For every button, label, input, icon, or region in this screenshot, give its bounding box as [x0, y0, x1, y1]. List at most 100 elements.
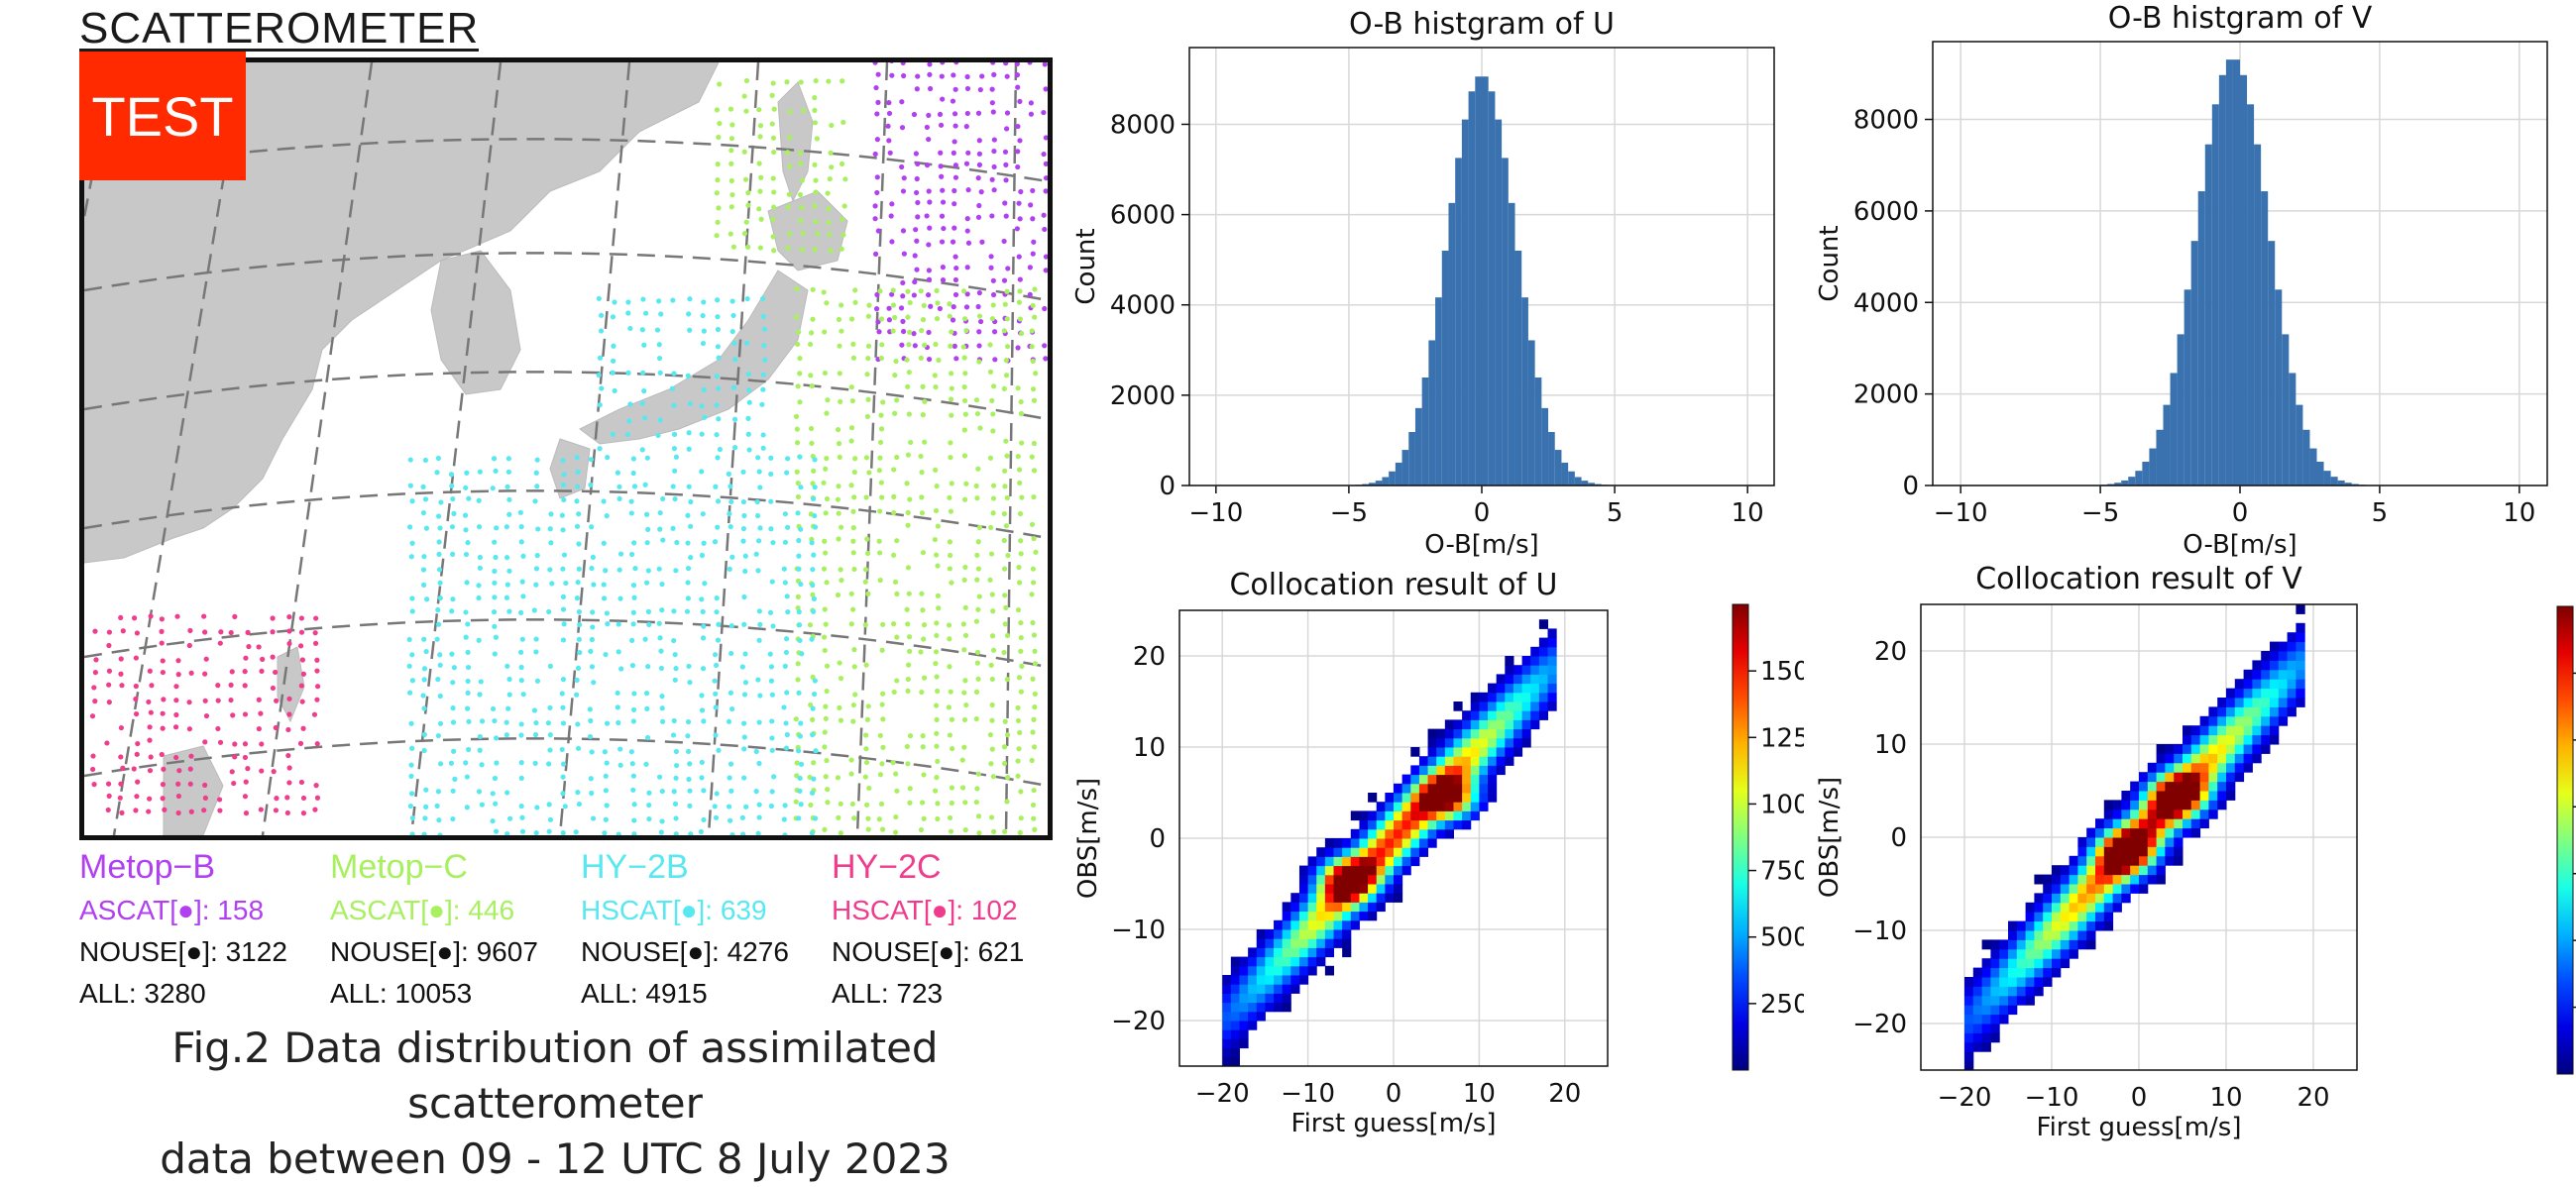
- density-cell: [1394, 829, 1402, 839]
- metop-c-point: [905, 523, 910, 528]
- hy-2b-point: [575, 595, 580, 600]
- density-cell: [1530, 693, 1539, 702]
- hy-2b-point: [701, 609, 706, 614]
- hy-2b-point: [796, 554, 801, 559]
- density-cell: [1497, 719, 1506, 729]
- hy-2b-point: [409, 652, 414, 657]
- hy-2b-point: [504, 790, 509, 795]
- metop-c-point: [893, 580, 898, 585]
- density-cell: [1239, 1021, 1248, 1030]
- hy-2b-point: [477, 498, 482, 503]
- hy-2c-point: [176, 794, 181, 799]
- density-cell: [2157, 753, 2166, 763]
- hy-2b-point: [494, 829, 499, 834]
- hy-2b-point: [438, 721, 443, 726]
- density-cell: [2252, 725, 2261, 735]
- density-cell: [2086, 865, 2095, 875]
- metop-c-point: [877, 539, 882, 544]
- density-cell: [2095, 884, 2104, 894]
- density-cell: [1265, 966, 1274, 976]
- density-cell: [1436, 793, 1445, 803]
- hy-2b-point: [757, 469, 762, 474]
- density-cell: [1453, 719, 1462, 729]
- density-cell: [2191, 772, 2200, 782]
- hy-2b-point: [756, 538, 761, 543]
- hy-2b-point: [640, 447, 645, 452]
- metop-c-point: [840, 217, 844, 222]
- metop-b-point: [939, 174, 944, 179]
- hy-2b-point: [796, 691, 801, 696]
- hy-2b-point: [714, 609, 719, 614]
- density-cell: [1539, 710, 1548, 720]
- metop-c-point: [891, 467, 896, 472]
- metop-c-point: [1002, 328, 1007, 333]
- density-cell: [1453, 738, 1462, 748]
- density-cell: [1351, 838, 1360, 848]
- hy-2b-point: [535, 526, 540, 531]
- metop-c-point: [963, 412, 968, 417]
- metop-c-point: [933, 789, 938, 794]
- density-cell: [2139, 846, 2148, 856]
- caption-line-1: Fig.2 Data distribution of assimilated s…: [20, 1021, 1090, 1132]
- hy-2b-point: [769, 718, 774, 723]
- hy-2b-point: [728, 499, 733, 504]
- hy-2c-point: [149, 683, 154, 688]
- density-cell: [1505, 665, 1513, 675]
- metop-c-point: [729, 204, 734, 209]
- density-cell: [2288, 651, 2296, 661]
- metop-b-point: [1002, 200, 1007, 205]
- metop-c-point: [962, 384, 967, 389]
- density-cell: [2165, 818, 2174, 828]
- hy-2b-point: [421, 567, 426, 572]
- metop-b-point: [900, 280, 905, 285]
- metop-c-point: [877, 468, 882, 473]
- density-cell: [2288, 660, 2296, 670]
- hy-2b-point: [518, 732, 523, 737]
- metop-b-point: [1042, 306, 1047, 311]
- metop-b-point: [926, 292, 931, 297]
- histogram-bar: [2296, 405, 2302, 486]
- metop-c-point: [1031, 717, 1036, 722]
- density-cell: [1368, 793, 1377, 803]
- metop-c-point: [729, 192, 734, 197]
- histogram-bar: [2135, 471, 2142, 486]
- hy-2b-point: [799, 802, 804, 807]
- density-cell: [2070, 930, 2078, 940]
- x-tick-label: 20: [1548, 1079, 1581, 1109]
- density-cell: [1359, 875, 1368, 885]
- x-tick-label: −20: [1938, 1083, 1992, 1113]
- metop-c-point: [1002, 593, 1007, 597]
- metop-c-point: [990, 592, 995, 596]
- metop-c-point: [812, 95, 817, 100]
- metop-c-point: [1032, 468, 1037, 473]
- hy-2b-point: [658, 649, 663, 654]
- metop-c-point: [962, 497, 967, 502]
- density-cell: [1283, 984, 1291, 994]
- metop-b-point: [1018, 189, 1023, 194]
- hy-2b-point: [730, 298, 735, 303]
- metop-c-point: [1032, 632, 1037, 637]
- colorbar-tick-label: 750: [1760, 857, 1804, 887]
- hy-2c-point: [118, 672, 123, 677]
- hy-2b-point: [480, 718, 485, 723]
- hy-2c-point: [286, 697, 291, 701]
- density-cell: [2095, 912, 2104, 921]
- hy-2b-point: [760, 387, 765, 392]
- density-cell: [2070, 884, 2078, 894]
- metop-b-point: [915, 73, 920, 78]
- hy-2b-point: [560, 775, 565, 780]
- metop-c-point: [824, 716, 829, 721]
- hy-2b-point: [728, 789, 733, 794]
- density-cell: [1334, 884, 1343, 894]
- metop-c-point: [866, 470, 871, 475]
- metop-b-point: [901, 73, 906, 78]
- metop-c-point: [742, 231, 747, 236]
- density-cell: [1410, 810, 1419, 820]
- hy-2b-point: [731, 341, 736, 346]
- density-cell: [2148, 875, 2157, 885]
- metop-b-point: [915, 200, 920, 205]
- metop-c-point: [1003, 719, 1008, 724]
- hy-2c-point: [106, 808, 111, 812]
- colorbar: [1733, 604, 1748, 1070]
- density-cell: [1479, 701, 1488, 711]
